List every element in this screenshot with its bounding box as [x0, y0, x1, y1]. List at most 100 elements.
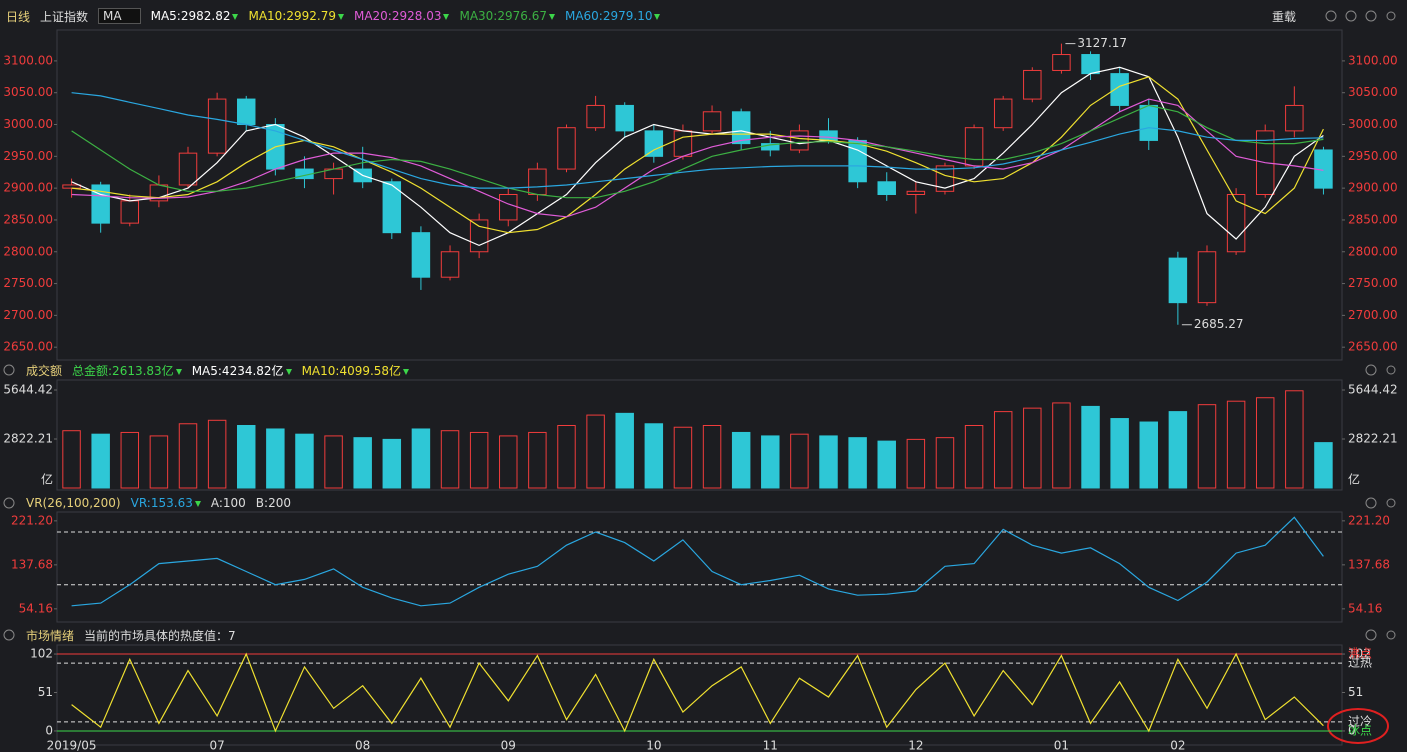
reference-label: 过冷 [1348, 714, 1372, 728]
y-tick-label: 2800.00 [3, 244, 53, 258]
candle-body [382, 181, 402, 234]
panel-title: VR(26,100,200) [26, 496, 121, 510]
candle-body [702, 111, 722, 132]
y-tick-label: 2900.00 [3, 181, 53, 195]
legend-item: MA5:2982.82 [151, 9, 239, 23]
x-tick-label: 10 [646, 739, 661, 752]
candle-body [1197, 251, 1217, 304]
y-tick-label: 3100.00 [3, 53, 53, 67]
volume-bar [1139, 421, 1158, 489]
legend-item: MA60:2979.10 [565, 9, 661, 23]
volume-bar [1314, 442, 1333, 489]
candle-body [1023, 69, 1042, 100]
y-tick-label: 3100.00 [1348, 53, 1398, 67]
volume-bar [382, 438, 402, 489]
legend-item: VR:153.63 [131, 496, 201, 510]
indicator-select[interactable]: MA [98, 8, 141, 24]
volume-bar [1110, 418, 1129, 489]
series-line [71, 652, 1324, 733]
y-tick-label: 3000.00 [1348, 117, 1398, 131]
volume-bar [237, 425, 256, 489]
candle-body [411, 232, 431, 278]
y-tick-label: 2850.00 [3, 212, 53, 226]
x-tick-label: 07 [209, 739, 224, 752]
y-tick-label: 102 [1348, 647, 1371, 661]
reload[interactable]: 重载 [1272, 9, 1297, 24]
y-tick-label: 137.68 [1348, 557, 1390, 571]
series-line [71, 76, 1324, 234]
candle-body [120, 200, 140, 224]
x-tick-label: 01 [1054, 739, 1069, 752]
series-line [71, 104, 1324, 199]
y-tick-label: 102 [30, 647, 53, 661]
y-tick-label: 51 [1348, 685, 1363, 699]
volume-bar [149, 435, 169, 489]
candle-body [1226, 194, 1246, 253]
symbol[interactable]: 上证指数 [40, 9, 89, 24]
period[interactable]: 日线 [6, 9, 31, 24]
y-tick-label: 2850.00 [1348, 212, 1398, 226]
y-tick-label: 2700.00 [1348, 308, 1398, 322]
candle-body [790, 130, 809, 151]
y-tick-label: 3050.00 [1348, 85, 1398, 99]
reference-label: 沸点 [1348, 647, 1372, 661]
volume-bar [964, 425, 984, 489]
y-tick-label: 0 [1348, 723, 1356, 737]
volume-bar [906, 438, 926, 489]
y-tick-label: 221.20 [1348, 513, 1390, 527]
y-tick-label: 2800.00 [1348, 244, 1398, 258]
candle-body [440, 251, 460, 278]
volume-bar [411, 428, 431, 489]
legend-item: MA10:4099.58亿 [302, 362, 410, 379]
candle-body [1110, 73, 1129, 106]
y-tick-label: 2700.00 [3, 308, 53, 322]
volume-bar [731, 431, 751, 489]
volume-bar [557, 425, 576, 489]
y-tick-label: 54.16 [19, 601, 53, 615]
vr-header: VR(26,100,200) VR:153.63 A:100 B:200 [26, 494, 301, 512]
candle-body [62, 184, 81, 189]
annotation: 2685.27 [1194, 317, 1244, 331]
candle-body [237, 98, 256, 126]
candle-body [586, 104, 605, 129]
x-tick-label: 02 [1170, 739, 1185, 752]
candle-body [178, 152, 198, 186]
candle-body [1052, 54, 1071, 71]
panel-title: 成交额 [26, 363, 63, 378]
series-line [71, 92, 1324, 189]
y-tick-label: 2750.00 [3, 276, 53, 290]
y-tick-label: 221.20 [11, 513, 53, 527]
volume-bar [790, 433, 809, 489]
volume-bar [62, 430, 81, 489]
sentiment-header: 市场情绪 当前的市场具体的热度值：7 [26, 626, 246, 644]
volume-bar [1052, 402, 1071, 489]
volume-bar [615, 412, 634, 489]
candle-body [469, 219, 489, 253]
candle-body [848, 139, 867, 183]
candle-body [528, 168, 547, 196]
candle-body [499, 194, 518, 221]
y-tick-label: 2750.00 [1348, 276, 1398, 290]
series-line [71, 516, 1324, 607]
panel-icons[interactable] [3, 10, 1396, 641]
volume-bar [586, 414, 605, 489]
candle-body [1168, 257, 1188, 304]
candle-body [207, 98, 227, 154]
y-tick-label: 3050.00 [3, 85, 53, 99]
y-tick-label: 5644.42 [3, 383, 53, 397]
volume-bar [353, 437, 372, 489]
main-header: 日线 上证指数 MA MA5:2982.82 MA10:2992.79 MA20… [6, 7, 670, 25]
panel-frames [56, 29, 1343, 746]
candle-body [819, 130, 838, 141]
highlight-circle [1327, 708, 1389, 744]
candle-body [993, 98, 1013, 129]
volume-bar [324, 435, 343, 489]
x-tick-label: 09 [501, 739, 516, 752]
volume-bar [1197, 404, 1217, 489]
y-tick-label: 2822.21 [1348, 432, 1398, 446]
candle-body [557, 127, 576, 170]
volume-bar [877, 440, 896, 489]
volume-bar [848, 437, 867, 489]
volume-bar [499, 435, 518, 489]
